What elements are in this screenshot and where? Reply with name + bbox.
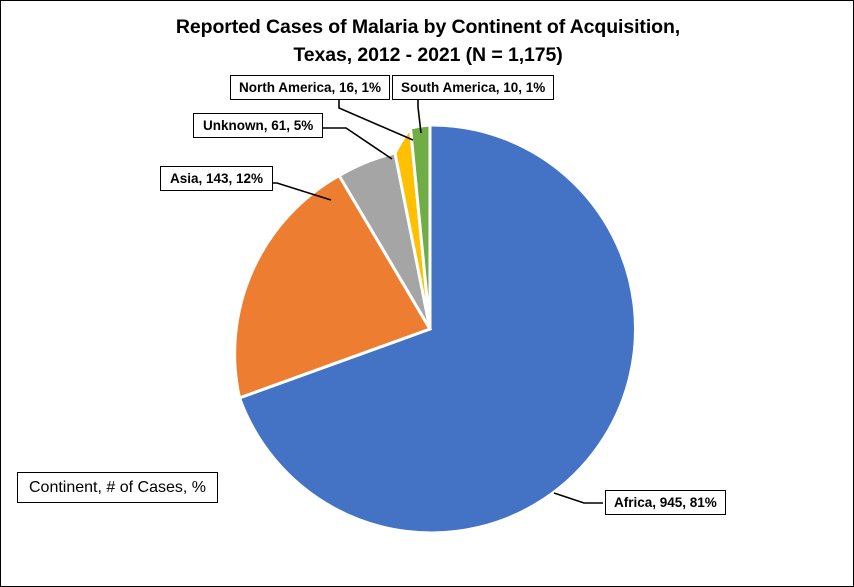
chart-title: Reported Cases of Malaria by Continent o… [1,13,853,69]
leader-line-unknown [318,127,393,160]
data-label-africa: Africa, 945, 81% [605,490,726,515]
pie-slice-asia [233,173,433,400]
data-label-asia: Asia, 143, 12% [160,166,274,191]
data-label-unknown: Unknown, 61, 5% [193,113,324,138]
pie-slices [233,123,638,535]
data-label-north-america: North America, 16, 1% [230,75,391,100]
chart-title-line-1: Reported Cases of Malaria by Continent o… [175,16,681,38]
data-label-south-america: South America, 10, 1% [392,75,555,100]
pie-slice-africa [237,123,638,535]
leader-line-north-america [338,100,414,141]
leader-line-africa [553,492,603,504]
legend-key-box: Continent, # of Cases, % [17,472,218,503]
leader-line-south-america [417,100,422,134]
chart-title-line-2: Texas, 2012 - 2021 (N = 1,175) [293,44,563,66]
